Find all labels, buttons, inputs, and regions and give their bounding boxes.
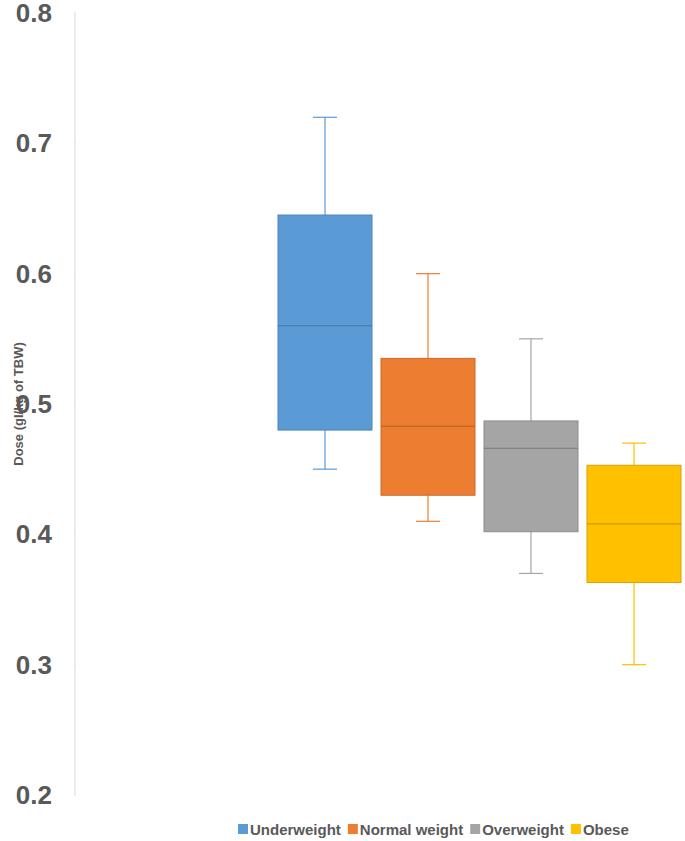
y-tick <box>74 534 75 535</box>
median-line <box>587 523 681 524</box>
box <box>278 215 372 430</box>
y-tick <box>74 273 75 274</box>
median-line <box>278 325 372 326</box>
upper-whisker <box>324 117 325 215</box>
y-tick-label: 0.3 <box>16 650 52 680</box>
legend-label: Obese <box>583 821 629 838</box>
lower-cap <box>313 469 337 470</box>
legend-swatch <box>238 824 248 834</box>
box <box>587 465 681 582</box>
lower-cap <box>622 664 646 665</box>
upper-cap <box>416 273 440 274</box>
box <box>381 358 475 495</box>
legend-swatch <box>348 824 358 834</box>
legend-swatch <box>571 824 581 834</box>
legend: Underweight Normal weight Overweight Obese <box>238 821 629 838</box>
y-tick <box>74 404 75 405</box>
y-tick <box>74 143 75 144</box>
y-axis-label: Dose (gI/kg of TBW) <box>11 342 26 466</box>
lower-cap <box>416 521 440 522</box>
upper-whisker <box>427 274 428 359</box>
y-tick <box>74 13 75 14</box>
y-tick <box>74 664 75 665</box>
legend-label: Overweight <box>482 821 564 838</box>
boxes <box>278 117 681 664</box>
lower-whisker <box>530 532 531 574</box>
y-tick-label: 0.2 <box>16 780 52 810</box>
legend-label: Normal weight <box>360 821 463 838</box>
upper-cap <box>313 117 337 118</box>
y-axis-line <box>75 13 76 795</box>
y-tick-label: 0.6 <box>16 259 52 289</box>
upper-whisker <box>530 339 531 421</box>
legend-label: Underweight <box>250 821 341 838</box>
lower-whisker <box>324 430 325 469</box>
upper-cap <box>622 443 646 444</box>
y-tick-label: 0.4 <box>16 519 53 549</box>
upper-cap <box>519 338 543 339</box>
y-tick-label: 0.7 <box>16 128 52 158</box>
lower-whisker <box>427 495 428 521</box>
y-tick-label: 0.8 <box>16 0 52 28</box>
upper-whisker <box>633 443 634 465</box>
median-line <box>484 448 578 449</box>
legend-swatch <box>470 824 480 834</box>
lower-whisker <box>633 583 634 665</box>
chart: 0.20.30.40.50.60.70.8Dose (gI/kg of TBW)… <box>0 0 685 841</box>
lower-cap <box>519 573 543 574</box>
y-tick <box>74 795 75 796</box>
box <box>484 421 578 532</box>
median-line <box>381 426 475 427</box>
